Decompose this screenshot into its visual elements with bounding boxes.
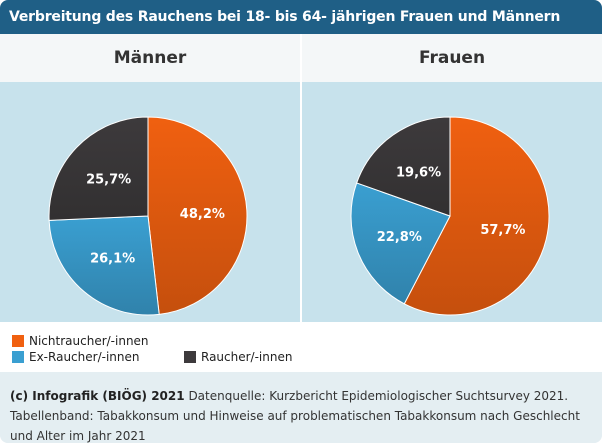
panel-title-frauen: Frauen — [302, 34, 602, 82]
panel-title-maenner: Männer — [0, 34, 300, 82]
chart-title: Verbreitung des Rauchens bei 18- bis 64-… — [0, 0, 602, 34]
data-label-ex-raucher: 22,8% — [377, 230, 422, 245]
pie-slice-nichtraucher — [403, 116, 550, 316]
data-label-ex-raucher: 26,1% — [90, 251, 135, 266]
pie-slice-raucher — [356, 116, 451, 217]
data-label-nichtraucher: 57,7% — [480, 223, 525, 238]
footer-credit: (c) Infografik (BIÖG) 2021 — [10, 389, 185, 403]
legend-label: Nichtraucher/-innen — [29, 334, 149, 348]
legend-swatch-nichtraucher — [12, 335, 24, 347]
panel-maenner: 48,2% 26,1% 25,7% — [0, 82, 300, 322]
pie-chart-maenner: 48,2% 26,1% 25,7% — [48, 116, 248, 316]
legend-item-raucher: Raucher/-innen — [184, 350, 292, 364]
pie-slice-ex-raucher — [350, 182, 451, 305]
pie-slice-nichtraucher — [147, 116, 248, 315]
legend-label: Raucher/-innen — [201, 350, 293, 364]
panel-divider — [300, 34, 302, 322]
pie-slice-raucher — [48, 116, 149, 221]
legend-swatch-ex-raucher — [12, 351, 24, 363]
legend-item-ex-raucher: Ex-Raucher/-innen — [12, 350, 139, 364]
data-label-nichtraucher: 48,2% — [180, 207, 225, 222]
footer-source-text: Datenquelle: Kurzbericht Epidemiologisch… — [10, 389, 580, 443]
legend-label: Ex-Raucher/-innen — [29, 350, 140, 364]
pie-chart-frauen: 57,7% 22,8% 19,6% — [350, 116, 550, 316]
data-label-raucher: 19,6% — [396, 166, 441, 181]
pie-slice-ex-raucher — [48, 215, 160, 316]
legend: Nichtraucher/-innen Ex-Raucher/-innen Ra… — [0, 322, 602, 372]
panel-frauen: 57,7% 22,8% 19,6% — [302, 82, 602, 322]
legend-swatch-raucher — [184, 351, 196, 363]
footer-source: (c) Infografik (BIÖG) 2021 Datenquelle: … — [0, 372, 602, 443]
data-label-raucher: 25,7% — [86, 172, 131, 187]
legend-item-nichtraucher: Nichtraucher/-innen — [12, 334, 149, 348]
